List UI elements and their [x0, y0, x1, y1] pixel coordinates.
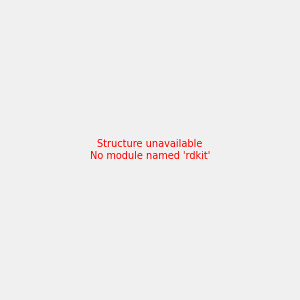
Text: Structure unavailable
No module named 'rdkit': Structure unavailable No module named 'r… [90, 139, 210, 161]
